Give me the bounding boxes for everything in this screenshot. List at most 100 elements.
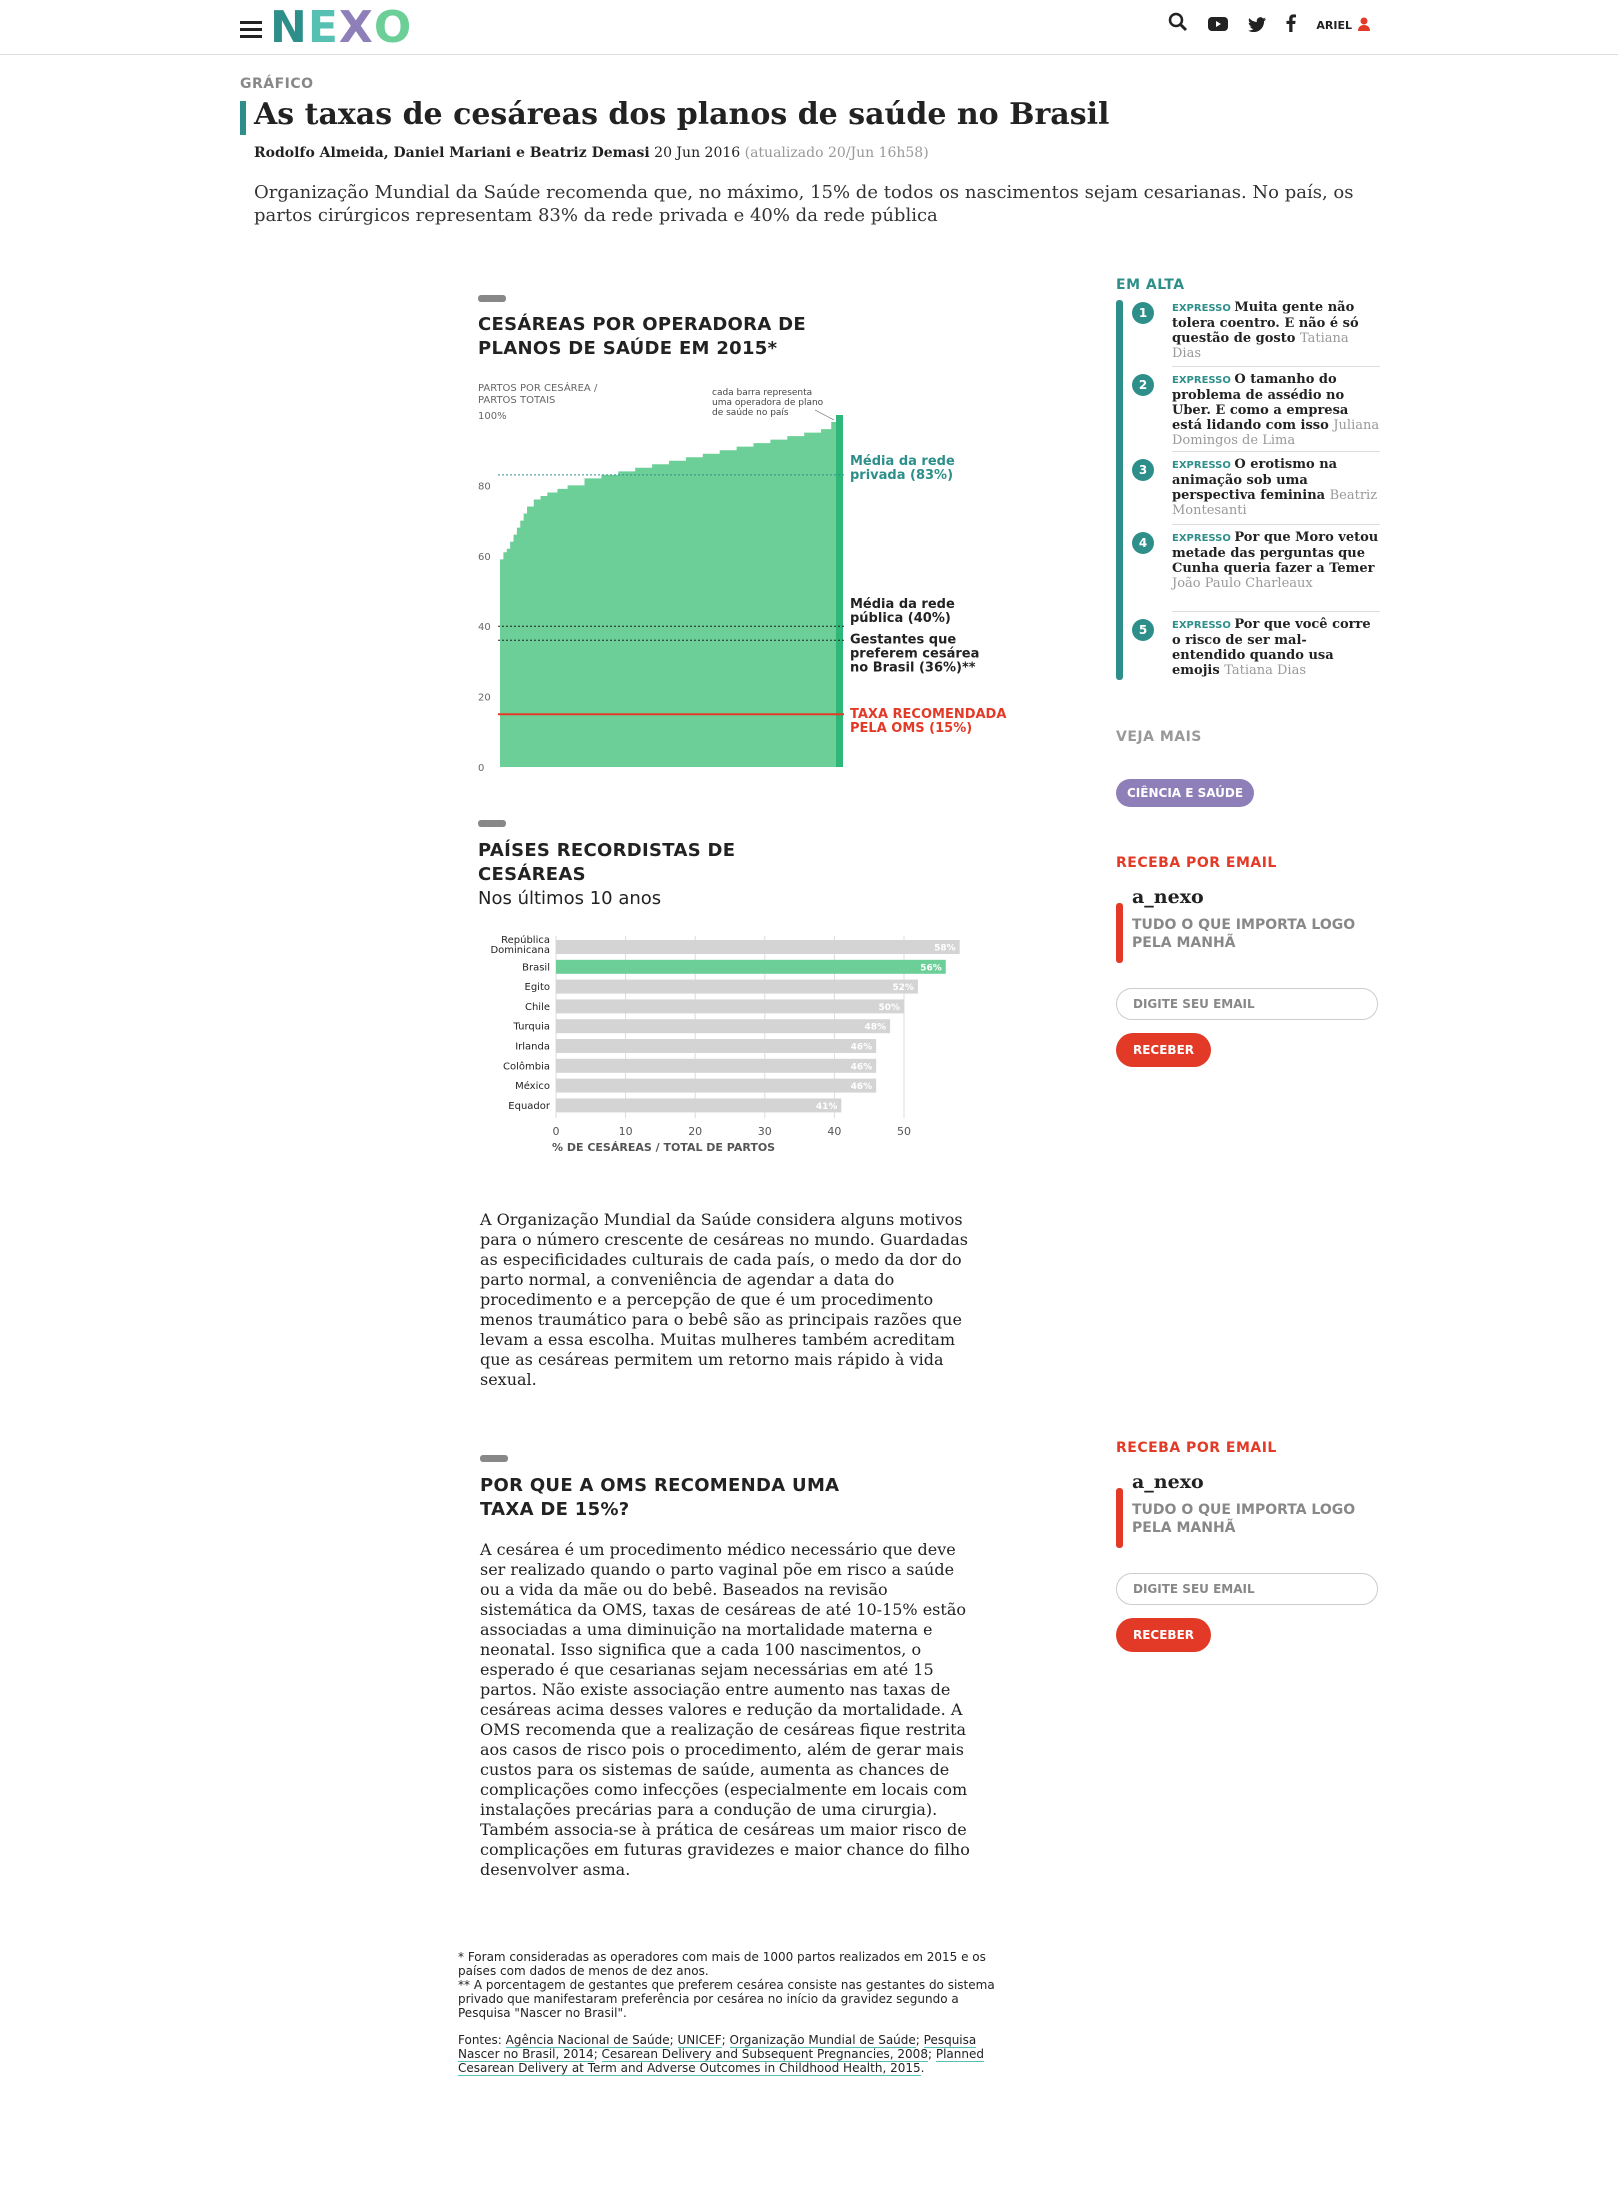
- trending-rank: 1: [1132, 302, 1154, 324]
- trending-accent: [1116, 300, 1123, 680]
- trending-author: Juliana Domingos de Lima: [1172, 418, 1380, 448]
- country-bar: [556, 1019, 891, 1034]
- article-title: As taxas de cesáreas dos planos de saúde…: [254, 97, 1110, 132]
- category-label: Dominicana: [490, 945, 550, 956]
- y-axis-label: PARTOS POR CESÁREA /: [478, 381, 598, 394]
- category-label: Brasil: [522, 962, 550, 973]
- newsletter-accent: [1116, 1488, 1123, 1548]
- category-label: Egito: [525, 982, 550, 993]
- top-bar: NEXO ARIEL: [0, 0, 1618, 55]
- country-bar: [556, 940, 960, 954]
- trending-author: João Paulo Charleaux: [1172, 576, 1313, 591]
- x-tick-label: 30: [758, 1125, 772, 1138]
- newsletter-name: a_nexo: [1132, 886, 1204, 908]
- bar-value-label: 56%: [920, 963, 942, 973]
- user-menu[interactable]: ARIEL: [1316, 16, 1370, 35]
- trending-rank: 2: [1132, 374, 1154, 396]
- see-more-title: VEJA MAIS: [1116, 729, 1202, 745]
- user-icon: [1358, 16, 1370, 35]
- trending-headline[interactable]: Por que Moro vetou metade das perguntas …: [1172, 530, 1379, 576]
- reference-label: Gestantes que: [850, 632, 956, 647]
- section-grip: [478, 820, 506, 827]
- trending-text: EXPRESSO Por que Moro vetou metade das p…: [1172, 530, 1380, 591]
- separator: ;: [721, 2033, 730, 2047]
- chart2-title: PAÍSES RECORDISTAS DE CESÁREAS: [478, 840, 736, 885]
- section-grip: [478, 295, 506, 302]
- subscribe-button[interactable]: RECEBER: [1116, 1618, 1211, 1652]
- trending-author: Beatriz Montesanti: [1172, 488, 1378, 518]
- country-bar: [556, 999, 904, 1014]
- separator: ;: [915, 2033, 924, 2047]
- updated-date: (atualizado 20/Jun 16h58): [744, 145, 929, 161]
- search-icon[interactable]: [1168, 12, 1188, 38]
- country-bar: [556, 1039, 877, 1053]
- chart-note: de saúde no país: [712, 408, 789, 418]
- nexo-logo[interactable]: NEXO: [270, 2, 413, 53]
- country-bar: [556, 959, 946, 974]
- y-tick-label: 40: [478, 622, 491, 633]
- category-label: Colômbia: [503, 1060, 550, 1072]
- bar-value-label: 50%: [878, 1003, 900, 1013]
- email-input[interactable]: [1116, 988, 1378, 1020]
- facebook-icon[interactable]: [1286, 12, 1297, 38]
- trending-text: EXPRESSO Por que você corre o risco de s…: [1172, 617, 1380, 678]
- trending-headline[interactable]: Muita gente não tolera coentro. E não é …: [1172, 300, 1359, 346]
- y-axis-label: PARTOS TOTAIS: [478, 395, 555, 406]
- byline: Rodolfo Almeida, Daniel Mariani e Beatri…: [254, 145, 929, 161]
- y-tick-label: 20: [478, 693, 491, 704]
- bar-value-label: 46%: [851, 1062, 873, 1072]
- trending-rank: 5: [1132, 619, 1154, 641]
- youtube-icon[interactable]: [1208, 12, 1229, 38]
- x-tick-label: 50: [897, 1125, 911, 1138]
- newsletter-name: a_nexo: [1132, 1471, 1204, 1493]
- separator: ;: [927, 2047, 936, 2061]
- trending-text: EXPRESSO O erotismo na animação sob uma …: [1172, 457, 1380, 518]
- separator: ;: [593, 2047, 602, 2061]
- category-label: Irlanda: [515, 1042, 550, 1053]
- trending-tag: EXPRESSO: [1172, 303, 1235, 314]
- source-link[interactable]: UNICEF: [677, 2033, 722, 2048]
- trending-headline[interactable]: O tamanho do problema de assédio no Uber…: [1172, 372, 1349, 433]
- chart1-title: CESÁREAS POR OPERADORA DE PLANOS DE SAÚD…: [478, 314, 806, 359]
- email-input[interactable]: [1116, 1573, 1378, 1605]
- reference-label: TAXA RECOMENDADA: [850, 707, 1006, 722]
- article-kicker: GRÁFICO: [240, 76, 314, 92]
- trending-rank: 3: [1132, 459, 1154, 481]
- trending-headline[interactable]: O erotismo na animação sob uma perspecti…: [1172, 457, 1338, 503]
- article-lede: Organização Mundial da Saúde recomenda q…: [254, 182, 1354, 226]
- menu-icon[interactable]: [240, 21, 262, 39]
- twitter-icon[interactable]: [1248, 12, 1267, 38]
- source-link[interactable]: Pesquisa Nascer no Brasil, 2014: [458, 2033, 977, 2062]
- source-link[interactable]: Cesarean Delivery and Subsequent Pregnan…: [601, 2047, 928, 2062]
- source-link[interactable]: Agência Nacional de Saúde: [505, 2033, 670, 2048]
- chart-operators: PARTOS POR CESÁREA /PARTOS TOTAIS 100% 80 6…: [478, 381, 1006, 774]
- y-tick-label: 60: [478, 552, 491, 563]
- trending-author: Tatiana Dias: [1224, 663, 1306, 678]
- title-accent: [240, 101, 246, 135]
- trending-divider: [1172, 524, 1380, 525]
- reference-label: Média da rede: [850, 454, 955, 469]
- x-tick-label: 20: [688, 1125, 702, 1138]
- section-grip: [480, 1455, 508, 1462]
- subscribe-button[interactable]: RECEBER: [1116, 1033, 1211, 1067]
- category-label: Equador: [508, 1101, 551, 1112]
- reference-label: preferem cesárea: [850, 646, 979, 661]
- country-bar: [556, 979, 918, 994]
- trending-title: EM ALTA: [1116, 277, 1185, 293]
- country-bar: [556, 1078, 877, 1093]
- reference-label: privada (83%): [850, 468, 953, 483]
- trending-headline[interactable]: Por que você corre o risco de ser mal-en…: [1172, 617, 1371, 678]
- chart2-subtitle: Nos últimos 10 anos: [478, 888, 662, 909]
- trending-divider: [1172, 451, 1380, 452]
- country-bar: [556, 1098, 842, 1113]
- source-link[interactable]: Planned Cesarean Delivery at Term and Ad…: [458, 2047, 984, 2076]
- newsletter-title: RECEBA POR EMAIL: [1116, 855, 1277, 871]
- footnote: ** A porcentagem de gestantes que prefer…: [458, 1978, 995, 2020]
- trending-tag: EXPRESSO: [1172, 620, 1235, 631]
- bar-value-label: 41%: [816, 1102, 838, 1112]
- chart-note: cada barra representa: [712, 388, 812, 398]
- source-link[interactable]: Organização Mundial de Saúde: [729, 2033, 916, 2048]
- sources: Fontes: Agência Nacional de Saúde; UNICE…: [458, 2033, 998, 2076]
- tag-pill[interactable]: CIÊNCIA E SAÚDE: [1116, 779, 1255, 807]
